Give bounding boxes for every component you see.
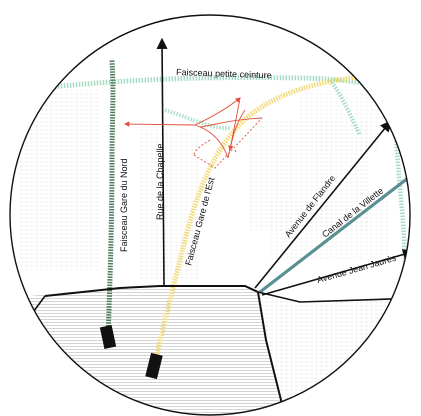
terminus-block-icon (145, 352, 163, 380)
southern-east-hatch (258, 292, 410, 415)
southern-district-hatch (10, 286, 285, 415)
label-gare-du-nord: Faisceau Gare du Nord (119, 158, 129, 252)
rue-chapelle-line (156, 37, 168, 286)
interchange (123, 97, 263, 169)
urban-hatch-areas (20, 90, 390, 280)
avenue-flandre-line (254, 120, 392, 289)
label-rue-chapelle: Rue de la Chapelle (155, 143, 165, 220)
gare-est-rail (152, 73, 373, 363)
terminus-block-icon (99, 324, 117, 350)
gare-du-nord-rail (105, 59, 116, 341)
district-outline (44, 285, 286, 415)
map-content (10, 37, 410, 415)
canal-villette (259, 166, 410, 294)
avenue-jaures-line (261, 249, 410, 296)
map-frame (9, 14, 411, 416)
label-petite-ceinture: Faisceau petite ceinture (176, 67, 272, 80)
